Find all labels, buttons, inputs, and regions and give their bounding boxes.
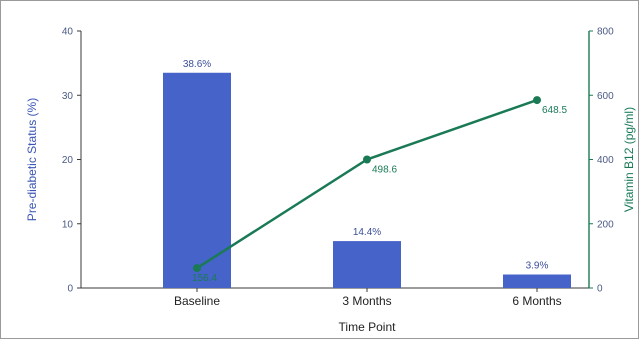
right-tick-label: 800 [597,27,614,38]
right-tick-label: 200 [597,219,614,230]
left-axis-title: Pre-diabetic Status (%) [25,98,39,221]
right-tick-label: 400 [597,155,614,166]
line-point [363,156,371,164]
right-tick-label: 600 [597,91,614,102]
left-tick-label: 0 [67,284,73,295]
line-point [193,264,201,272]
bar [163,73,231,288]
bars-layer [163,73,571,288]
left-tick-label: 30 [62,91,74,102]
bar-data-label: 3.9% [526,261,549,272]
line-data-label: 648.5 [542,105,567,116]
right-tick-label: 0 [597,284,603,295]
line-point [533,96,541,104]
bar-data-label: 14.4% [353,227,381,238]
left-tick-label: 40 [62,27,74,38]
bar [503,275,571,288]
bar [333,241,401,288]
x-tick-label: 3 Months [342,294,391,308]
x-tick-label: Baseline [174,294,220,308]
x-tick-label: 6 Months [512,294,561,308]
x-axis-title: Time Point [339,320,397,334]
right-axis-title: Vitamin B12 (pg/ml) [622,107,636,212]
left-tick-label: 20 [62,155,74,166]
line-data-label: 498.6 [372,165,397,176]
line-data-label: 156.4 [192,273,217,284]
bar-data-label: 38.6% [183,59,211,70]
left-tick-label: 10 [62,219,74,230]
